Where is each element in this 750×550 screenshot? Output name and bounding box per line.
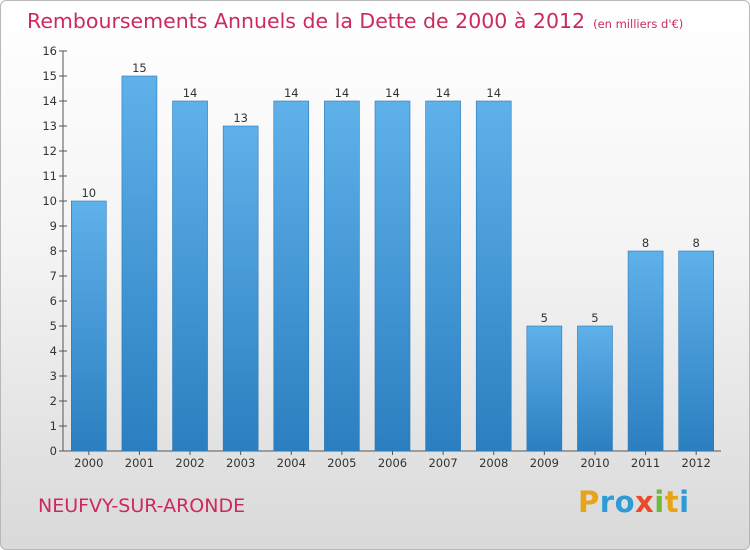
bar-2010 (577, 325, 613, 452)
data-label: 14 (335, 86, 350, 100)
y-tick-label: 10 (42, 194, 57, 208)
data-label: 8 (642, 236, 649, 250)
x-tick-label: 2009 (530, 456, 559, 470)
x-tick-label: 2007 (428, 456, 457, 470)
bar-2012 (678, 250, 714, 452)
y-tick-label: 5 (50, 319, 57, 333)
data-label: 13 (233, 111, 248, 125)
data-label: 14 (486, 86, 501, 100)
proxiti-logo[interactable]: Proxiti (578, 485, 690, 519)
commune-name: NEUFVY-SUR-ARONDE (38, 495, 246, 517)
y-tick-label: 2 (50, 394, 57, 408)
data-label: 8 (693, 236, 700, 250)
y-tick-label: 13 (42, 119, 57, 133)
y-tick-label: 9 (50, 219, 57, 233)
bar-2003 (222, 125, 259, 452)
chart-title-text: Remboursements Annuels de la Dette de 20… (27, 9, 586, 33)
data-label: 14 (436, 86, 451, 100)
data-label: 10 (81, 186, 96, 200)
bar-2008 (475, 100, 512, 452)
y-tick-label: 4 (50, 344, 57, 358)
chart-unit: (en milliers d'€) (593, 17, 684, 31)
x-tick-label: 2008 (479, 456, 508, 470)
bar-2009 (526, 325, 563, 452)
x-tick-label: 2005 (327, 456, 356, 470)
y-tick-label: 0 (50, 444, 57, 458)
data-label: 5 (541, 311, 548, 325)
x-tick-label: 2003 (226, 456, 255, 470)
bar-2002 (172, 100, 208, 452)
bar-2000 (71, 200, 107, 452)
bar-2011 (627, 250, 664, 452)
chart-bars (71, 75, 714, 452)
data-label: 15 (132, 61, 147, 75)
data-label: 14 (284, 86, 299, 100)
y-tick-label: 12 (42, 144, 57, 158)
y-tick-label: 15 (42, 69, 57, 83)
x-tick-label: 2002 (175, 456, 204, 470)
bar-2004 (273, 100, 310, 452)
data-label: 5 (591, 311, 598, 325)
y-tick-label: 3 (50, 369, 57, 383)
x-tick-label: 2006 (378, 456, 407, 470)
y-tick-label: 6 (50, 294, 57, 308)
x-tick-label: 2012 (682, 456, 711, 470)
chart-title: Remboursements Annuels de la Dette de 20… (27, 9, 683, 33)
bar-2007 (425, 100, 461, 452)
y-tick-label: 14 (42, 94, 57, 108)
x-tick-label: 2001 (125, 456, 154, 470)
y-tick-label: 8 (50, 244, 57, 258)
data-label: 14 (183, 86, 198, 100)
x-tick-label: 2004 (277, 456, 306, 470)
bar-2001 (121, 75, 158, 452)
bar-2006 (374, 100, 411, 452)
y-tick-label: 1 (50, 419, 57, 433)
x-tick-label: 2000 (74, 456, 103, 470)
y-tick-label: 16 (42, 44, 57, 58)
bar-2005 (324, 100, 360, 452)
x-tick-label: 2011 (631, 456, 660, 470)
chart-data-labels: 10 15 14 13 14 14 14 14 14 5 5 8 8 (81, 61, 699, 325)
data-label: 14 (385, 86, 400, 100)
x-tick-label: 2010 (580, 456, 609, 470)
y-tick-label: 7 (50, 269, 57, 283)
y-tick-label: 11 (42, 169, 57, 183)
